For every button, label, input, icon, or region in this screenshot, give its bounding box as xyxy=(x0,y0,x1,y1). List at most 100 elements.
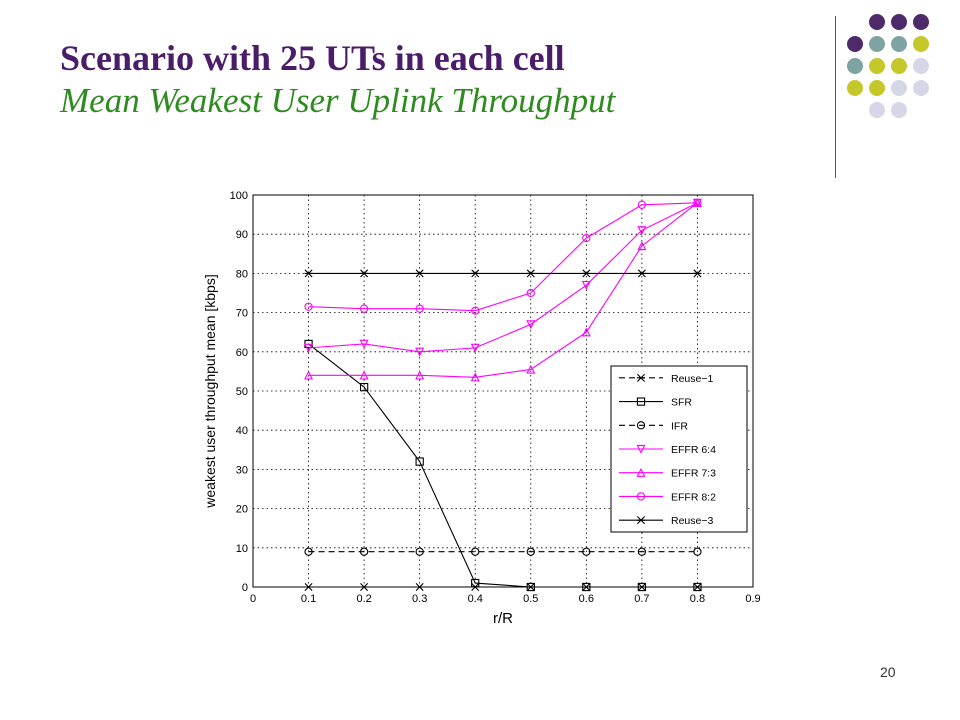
x-tick-label: 0.3 xyxy=(412,593,427,605)
decor-dot xyxy=(913,80,929,96)
page-number: 20 xyxy=(880,664,896,680)
data-point xyxy=(304,343,314,353)
data-point xyxy=(415,457,424,466)
legend-label: EFFR 8:2 xyxy=(671,491,716,503)
data-point xyxy=(304,547,313,556)
legend-label: EFFR 7:3 xyxy=(671,468,716,480)
data-point xyxy=(526,288,535,298)
y-tick-label: 50 xyxy=(236,386,248,398)
data-point xyxy=(581,327,591,337)
y-tick-label: 20 xyxy=(236,504,248,516)
data-point xyxy=(415,304,424,313)
data-point xyxy=(415,269,424,278)
data-point xyxy=(415,547,424,556)
data-point xyxy=(582,547,591,556)
decor-dot xyxy=(913,36,929,52)
series-line xyxy=(308,343,698,588)
data-point xyxy=(359,547,369,556)
decor-dot xyxy=(847,80,863,96)
slide-subtitle: Mean Weakest User Uplink Throughput xyxy=(60,81,616,120)
data-point xyxy=(471,269,480,278)
x-tick-label: 0.6 xyxy=(579,593,594,605)
data-point xyxy=(637,200,647,209)
x-tick-label: 0 xyxy=(250,593,256,605)
title-divider xyxy=(835,16,836,178)
decor-dot xyxy=(913,58,929,74)
slide-title-block: Scenario with 25 UTs in each cell Mean W… xyxy=(60,36,820,122)
data-point xyxy=(582,233,591,243)
y-tick-label: 70 xyxy=(236,308,248,320)
data-point xyxy=(526,320,536,330)
legend-marker xyxy=(636,373,646,382)
y-tick-label: 40 xyxy=(236,425,248,437)
data-point xyxy=(359,304,369,313)
series-6 xyxy=(304,198,702,315)
decor-dot xyxy=(847,36,863,52)
y-tick-label: 0 xyxy=(242,582,248,594)
legend-marker xyxy=(636,444,646,454)
series-3 xyxy=(304,547,702,556)
data-point xyxy=(415,583,424,591)
data-point xyxy=(360,269,369,278)
y-tick-label: 100 xyxy=(230,190,248,202)
y-tick-label: 30 xyxy=(236,464,248,476)
data-point xyxy=(304,583,313,591)
x-tick-label: 0.7 xyxy=(634,593,649,605)
data-point xyxy=(526,547,535,556)
series-7 xyxy=(304,269,702,278)
decor-dot xyxy=(891,36,907,52)
legend-label: IFR xyxy=(671,420,688,432)
data-point xyxy=(359,382,369,392)
data-point xyxy=(415,370,425,380)
data-point xyxy=(471,306,480,315)
legend-label: EFFR 6:4 xyxy=(671,444,716,456)
data-point xyxy=(526,582,535,592)
legend-marker xyxy=(636,421,646,430)
decorative-dot-grid xyxy=(847,14,929,118)
decor-dot xyxy=(891,102,907,118)
legend-marker xyxy=(636,516,646,525)
legend-marker xyxy=(636,467,646,477)
data-point xyxy=(693,198,702,207)
data-point xyxy=(582,269,591,278)
y-tick-label: 60 xyxy=(236,347,248,359)
data-point xyxy=(637,226,647,236)
data-point xyxy=(581,281,591,290)
decor-dot xyxy=(913,14,929,30)
legend-label: SFR xyxy=(671,397,692,409)
series-line xyxy=(308,202,698,378)
data-point xyxy=(582,582,591,592)
data-point xyxy=(470,372,480,382)
data-point xyxy=(304,370,314,380)
series-line xyxy=(308,202,698,353)
data-point xyxy=(471,547,480,556)
data-point xyxy=(415,347,425,357)
data-point xyxy=(693,547,702,556)
x-tick-label: 0.9 xyxy=(745,593,760,605)
data-point xyxy=(359,370,369,380)
x-tick-label: 0.1 xyxy=(301,593,316,605)
data-point xyxy=(359,339,369,349)
data-point xyxy=(526,364,536,374)
legend: Reuse−1 SFR IFR EFFR 6:4 EFFR 7:3 EFFR 8:2 Reu… xyxy=(610,365,748,533)
data-point xyxy=(637,547,647,556)
y-tick-label: 10 xyxy=(236,543,248,555)
decor-dot xyxy=(847,58,863,74)
x-tick-label: 0.4 xyxy=(468,593,483,605)
throughput-chart: 0 0.1 0.2 0.3 0.4 0.5 0.6 0.7 0.8 0.9 0 10 20 30 40 50 6… xyxy=(202,190,761,627)
data-point xyxy=(693,582,702,592)
data-point xyxy=(360,583,369,591)
data-point xyxy=(637,269,646,278)
data-point xyxy=(526,269,535,278)
decor-dot xyxy=(869,36,885,52)
y-tick-label: 90 xyxy=(236,229,248,241)
decor-dot xyxy=(891,58,907,74)
decor-dot xyxy=(869,58,885,74)
x-tick-label: 0.8 xyxy=(690,593,705,605)
decor-dot xyxy=(869,80,885,96)
data-point xyxy=(637,241,647,251)
series-line xyxy=(308,202,698,312)
slide-title: Scenario with 25 UTs in each cell xyxy=(60,38,565,78)
x-axis-label: r/R xyxy=(493,610,513,627)
decor-dot xyxy=(869,102,885,118)
